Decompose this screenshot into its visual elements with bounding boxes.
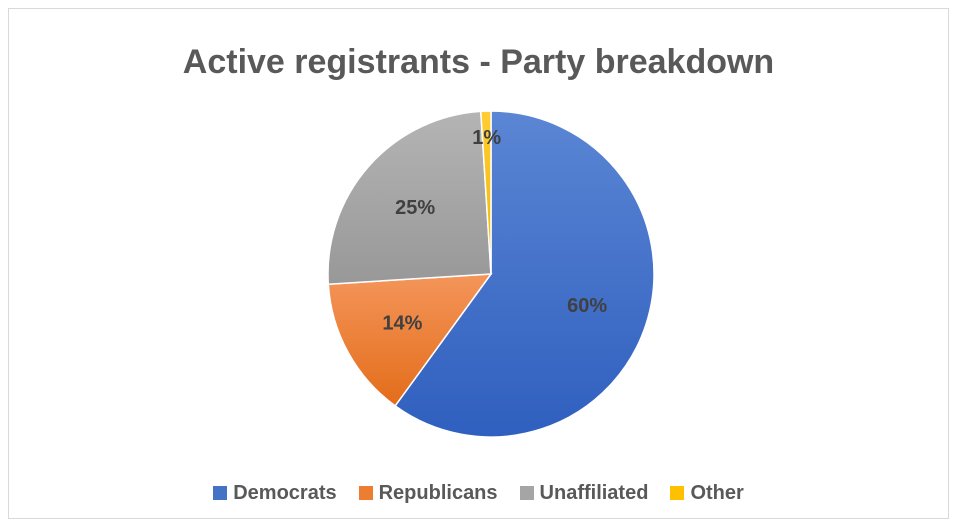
legend-label: Democrats <box>233 481 337 504</box>
legend-item-republicans: Republicans <box>358 481 498 505</box>
legend-label: Republicans <box>378 481 498 504</box>
legend-label: Unaffiliated <box>539 481 649 504</box>
data-label-unaffiliated: 25% <box>395 197 435 219</box>
pie-slice-democrats <box>394 110 655 438</box>
legend-swatch <box>670 486 685 500</box>
pie-chart: 60% 14% 25% 1% <box>327 110 655 438</box>
data-label-democrats: 60% <box>567 295 607 317</box>
data-label-other: 1% <box>472 127 501 149</box>
chart-title: Active registrants - Party breakdown <box>182 43 775 81</box>
legend-swatch <box>358 486 373 500</box>
legend-swatch <box>519 486 534 500</box>
legend-item-unaffiliated: Unaffiliated <box>519 481 649 505</box>
chart-frame: Active registrants - Party breakdown 60%… <box>8 8 949 519</box>
data-label-republicans: 14% <box>382 313 422 335</box>
pie-slice-other <box>479 110 492 275</box>
pie-slice-republicans <box>327 273 493 407</box>
legend-label: Other <box>690 481 744 504</box>
legend-item-democrats: Democrats <box>213 481 337 505</box>
pie-slice-unaffiliated <box>327 110 492 286</box>
legend-item-other: Other <box>670 481 744 505</box>
legend-swatch <box>213 486 228 500</box>
legend: Democrats Republicans Unaffiliated Other <box>9 479 948 507</box>
